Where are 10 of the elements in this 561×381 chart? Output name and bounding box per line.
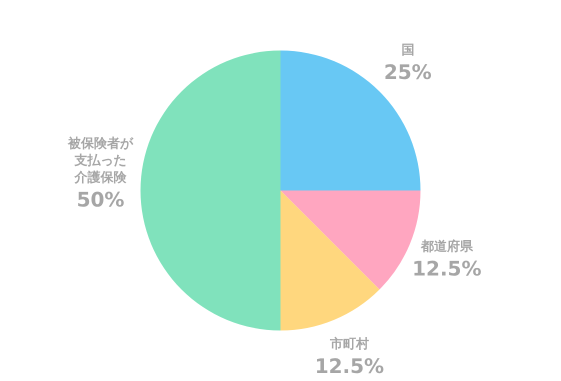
pie-slice <box>280 190 380 330</box>
data-label: 50% <box>76 188 124 212</box>
data-label: 12.5% <box>314 354 384 378</box>
slice-label: 国 <box>401 43 414 58</box>
slice-label: 都道府県 <box>420 238 474 254</box>
slice-label: 被保険者が支払った介護保険 <box>67 136 134 186</box>
pie-slice <box>140 50 280 330</box>
slice-label: 市町村 <box>328 336 369 352</box>
data-label: 12.5% <box>412 256 482 280</box>
data-label: 25% <box>384 60 432 84</box>
